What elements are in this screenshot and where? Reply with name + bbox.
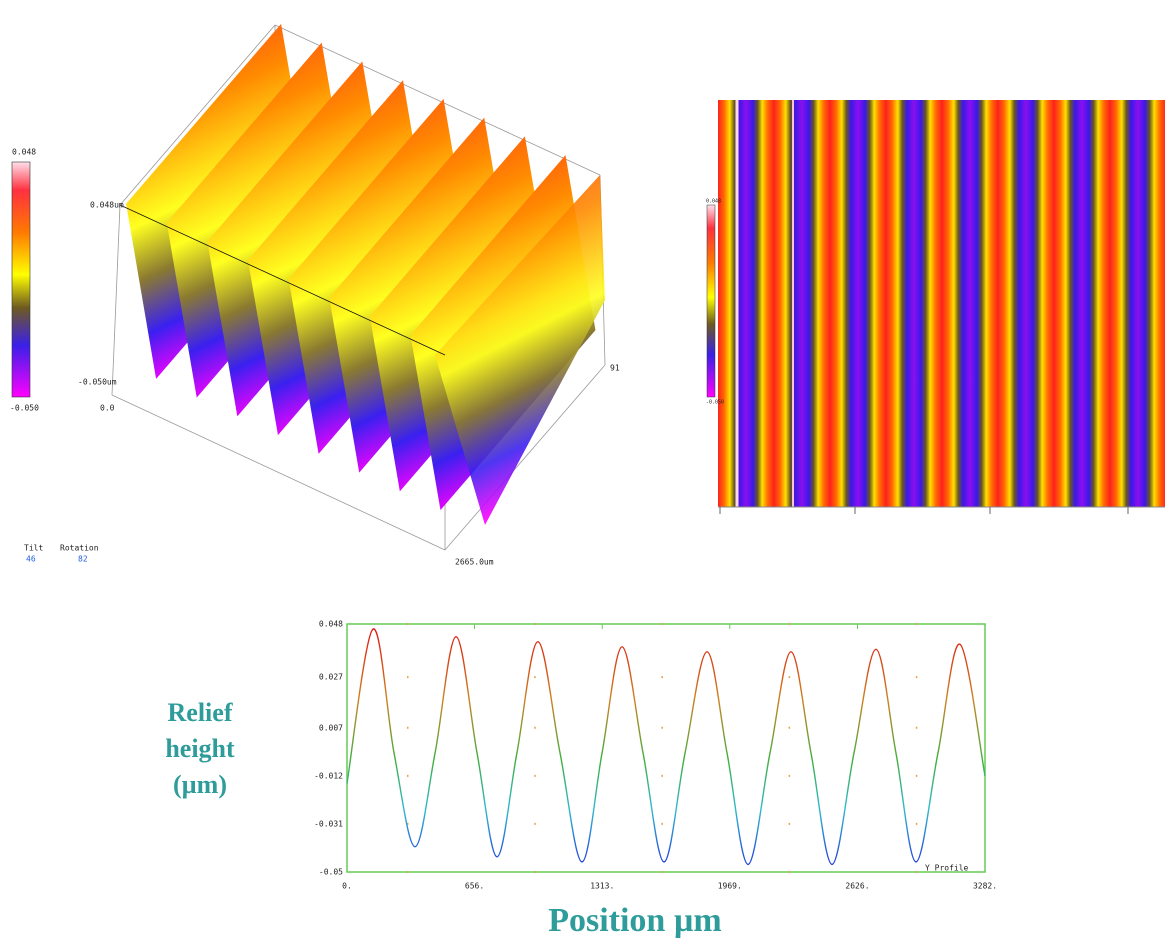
- axis-label: 0.0: [100, 404, 115, 413]
- x-tick-label: 656.: [465, 882, 484, 891]
- x-tick-label: 3282.: [973, 882, 997, 891]
- box-edge: [119, 24, 276, 206]
- rotation-value: 82: [78, 555, 88, 564]
- axis-label: 0.048um: [90, 201, 124, 210]
- y-tick-label: -0.05: [319, 868, 343, 877]
- x-tick-label: 1969.: [718, 882, 742, 891]
- box-edge: [119, 204, 446, 356]
- axis-label: 2665.0um: [455, 558, 494, 567]
- legend-entry: Y Profile: [925, 864, 969, 873]
- colorbar-label: 0.048: [706, 199, 721, 205]
- x-tick-label: 2626.: [845, 882, 869, 891]
- y-tick-label: 0.007: [319, 723, 343, 732]
- tilt-label: Tilt: [24, 544, 43, 553]
- box-edge: [111, 204, 121, 396]
- box-edge: [274, 24, 601, 176]
- y-axis-label: Relief height (µm): [165, 698, 235, 799]
- tilt-value: 46: [26, 555, 36, 564]
- y-tick-label: -0.012: [314, 771, 343, 780]
- box-edge: [444, 364, 606, 551]
- plot-frame: [346, 623, 986, 873]
- axis-label: -0.050um: [78, 378, 117, 387]
- colorbar-label: -0.050: [706, 400, 724, 406]
- box-edge: [111, 394, 446, 551]
- colorbar: [11, 161, 31, 398]
- y-tick-label: 0.048: [319, 620, 343, 629]
- profile-chart: 0.048 0.027 0.007 -0.012 -0.031 -0.05 0. 656. 13…: [314, 620, 997, 891]
- axis-label: 91: [610, 364, 620, 373]
- ridge: [435, 175, 605, 525]
- map-ticks: [719, 507, 1129, 514]
- colorbar-label: 0.048: [12, 148, 36, 157]
- profile-line: [346, 628, 986, 866]
- stripe-map: [718, 100, 1165, 507]
- x-tick-label: 1313.: [590, 882, 614, 891]
- y-tick-label: 0.027: [319, 673, 343, 682]
- rotation-label: Rotation: [60, 544, 99, 553]
- surface-3d: [111, 23, 606, 551]
- x-tick-label: 0.: [342, 882, 352, 891]
- y-tick-label: -0.031: [314, 819, 343, 828]
- colorbar-label: -0.050: [10, 404, 39, 413]
- x-axis-label: Position µm: [548, 902, 722, 939]
- colorbar: [706, 204, 716, 398]
